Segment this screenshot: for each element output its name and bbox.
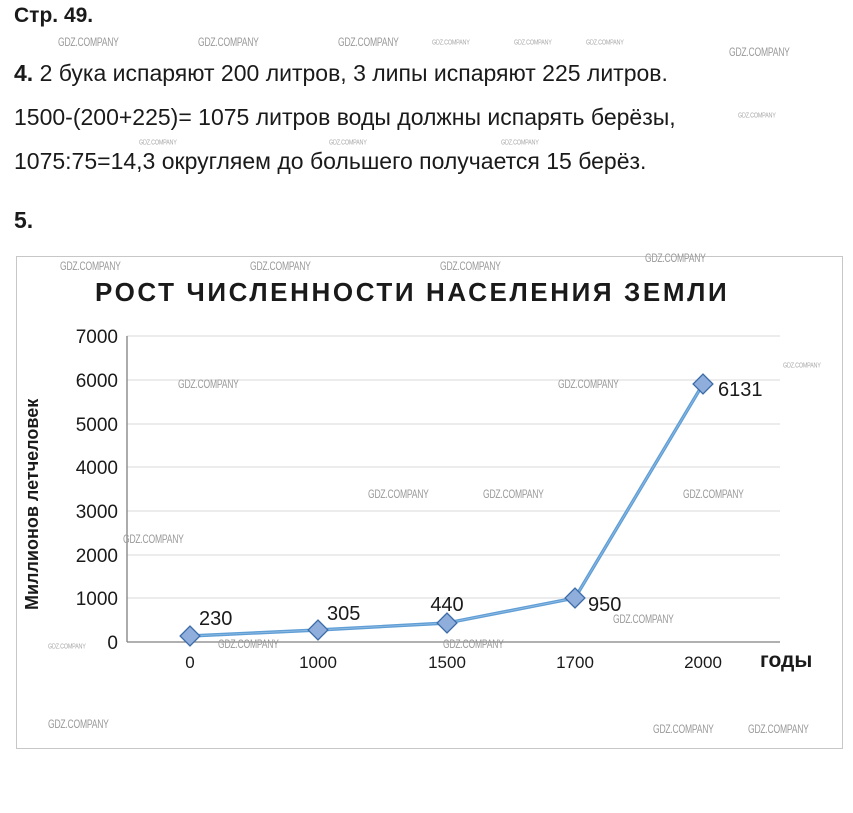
svg-text:5000: 5000 bbox=[76, 415, 118, 436]
svg-text:7000: 7000 bbox=[76, 327, 118, 348]
svg-text:6000: 6000 bbox=[76, 371, 118, 392]
svg-text:0: 0 bbox=[185, 653, 194, 672]
svg-text:6131: 6131 bbox=[718, 379, 763, 401]
svg-text:0: 0 bbox=[107, 633, 118, 654]
svg-text:2000: 2000 bbox=[684, 653, 722, 672]
svg-text:305: 305 bbox=[327, 603, 360, 625]
svg-text:440: 440 bbox=[430, 594, 463, 616]
svg-text:2000: 2000 bbox=[76, 546, 118, 567]
svg-text:4000: 4000 bbox=[76, 458, 118, 479]
svg-text:1000: 1000 bbox=[76, 589, 118, 610]
svg-text:1000: 1000 bbox=[299, 653, 337, 672]
svg-text:230: 230 bbox=[199, 608, 232, 630]
svg-text:1700: 1700 bbox=[556, 653, 594, 672]
svg-text:3000: 3000 bbox=[76, 502, 118, 523]
svg-text:1500: 1500 bbox=[428, 653, 466, 672]
